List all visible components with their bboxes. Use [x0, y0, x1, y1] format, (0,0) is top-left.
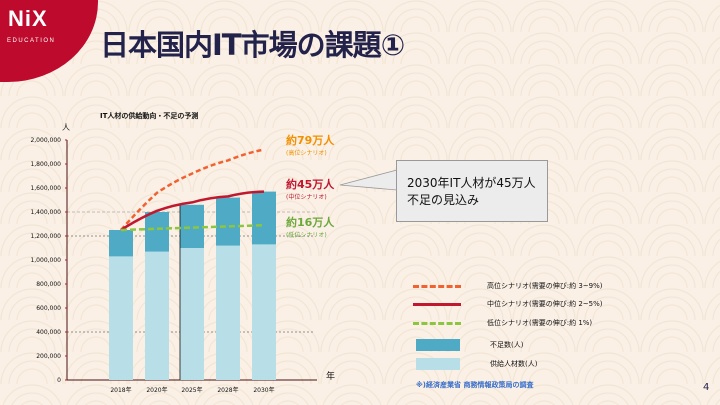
- bar-supply: [109, 256, 133, 380]
- y-tick-label: 1,400,000: [30, 209, 61, 216]
- bar-shortage: [180, 204, 204, 248]
- legend-shortage: 不足数(人): [413, 339, 703, 351]
- legend-mid: 中位シナリオ(需要の伸び:約 2~5%): [413, 299, 703, 309]
- x-tick-label: 2028年: [217, 386, 238, 394]
- x-tick-label: 2025年: [181, 386, 202, 394]
- y-tick-label: 200,000: [36, 353, 61, 360]
- y-tick-label: 600,000: [36, 305, 61, 312]
- bar-supply: [180, 248, 204, 380]
- x-tick-label: 2030年: [253, 386, 274, 394]
- bar-shortage: [252, 191, 276, 245]
- y-tick-label: 2,000,000: [30, 137, 61, 144]
- series-line-low: [120, 223, 265, 232]
- callout-pointer: [339, 169, 398, 191]
- y-tick-label: 400,000: [36, 329, 61, 336]
- page-number: 4: [703, 382, 710, 393]
- y-axis-label: 人: [62, 123, 70, 132]
- y-tick-label: 1,800,000: [30, 161, 61, 168]
- x-tick-label: 2018年: [110, 386, 131, 394]
- bar-supply: [252, 244, 276, 380]
- bar-shortage: [145, 212, 169, 252]
- logo-subtitle: EDUCATION: [7, 38, 56, 44]
- bar-supply: [145, 251, 169, 380]
- bar-shortage: [109, 230, 133, 257]
- callout-box: 2030年IT人材が45万人不足の見込み: [396, 160, 548, 222]
- page-title: 日本国内IT市場の課題①: [100, 28, 405, 62]
- y-tick-label: 1,600,000: [30, 185, 61, 192]
- y-tick-label: 1,200,000: [30, 233, 61, 240]
- annotation-mid: 約45万人 (中位シナリオ): [286, 178, 335, 201]
- y-tick-label: 1,000,000: [30, 257, 61, 264]
- x-axis-label: 年: [326, 370, 335, 382]
- annotation-high: 約79万人 (高位シナリオ): [286, 134, 335, 157]
- legend-supply: 供給人材数(人): [413, 358, 703, 370]
- y-tick-label: 800,000: [36, 281, 61, 288]
- source-note: ※)経済産業省 商務情報政策局の調査: [416, 381, 534, 389]
- legend-low: 低位シナリオ(需要の伸び:約 1%): [413, 318, 703, 328]
- bar-shortage: [216, 197, 240, 246]
- logo-text: NiX: [8, 6, 48, 31]
- y-tick-label: 0: [57, 377, 61, 384]
- annotation-low: 約16万人 (低位シナリオ): [286, 216, 335, 239]
- x-tick-label: 2020年: [146, 386, 167, 394]
- bar-supply: [216, 245, 240, 380]
- series-line-mid: [120, 190, 265, 232]
- legend-high: 高位シナリオ(需要の伸び:約 3~9%): [413, 281, 703, 291]
- series-line-high: [120, 148, 265, 231]
- chart-title: IT人材の供給動向・不足の予測: [100, 112, 199, 120]
